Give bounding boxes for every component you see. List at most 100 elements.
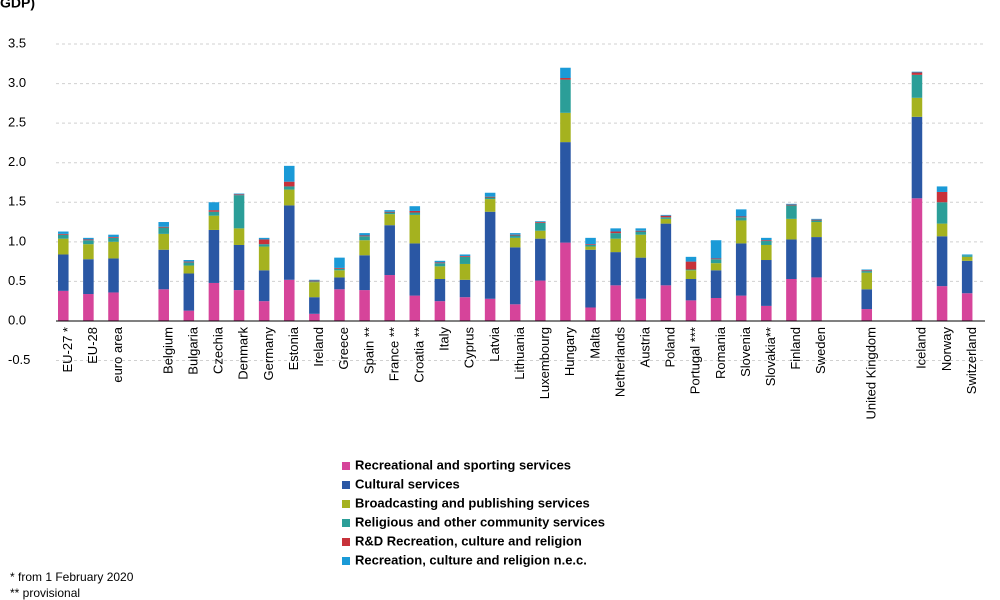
x-tick-label: Spain ** xyxy=(361,327,376,374)
bar-segment xyxy=(58,233,69,235)
bar-segment xyxy=(660,215,672,218)
bar-segment xyxy=(811,219,822,221)
bar-segment xyxy=(509,233,521,235)
bar-segment xyxy=(911,74,923,98)
bar-segment xyxy=(208,211,220,216)
bar-segment xyxy=(610,238,621,253)
bar-segment xyxy=(610,252,621,286)
bar-segment xyxy=(384,212,395,215)
bar-segment xyxy=(786,204,797,206)
bar-segment xyxy=(635,298,647,321)
bar-segment xyxy=(334,270,345,278)
bar-segment xyxy=(936,236,948,287)
bar-segment xyxy=(535,280,546,321)
bar-segment xyxy=(811,277,822,321)
legend-swatch xyxy=(342,519,350,527)
x-tick-label: Slovakia** xyxy=(763,327,778,386)
bar-segment xyxy=(710,297,722,321)
bar-segment xyxy=(585,246,596,250)
bar-segment xyxy=(183,262,195,266)
bar-segment xyxy=(334,267,345,269)
bar-segment xyxy=(811,218,822,220)
x-tick-label: Slovenia xyxy=(738,326,753,377)
legend-label: Cultural services xyxy=(355,476,460,491)
bar-segment xyxy=(735,217,747,221)
bar-segment xyxy=(685,269,697,271)
bar-segment xyxy=(409,212,421,215)
y-tick-label: 0.5 xyxy=(8,273,26,288)
bar-segment xyxy=(384,214,395,226)
bar-segment xyxy=(459,279,471,298)
bar-segment xyxy=(283,205,295,280)
bar-segment xyxy=(635,257,647,299)
bar-segment xyxy=(635,231,647,235)
bar-segment xyxy=(635,230,647,232)
bar-segment xyxy=(961,260,973,294)
bar-segment xyxy=(685,261,697,270)
legend-label: Religious and other community services xyxy=(355,514,605,529)
bar-segment xyxy=(585,307,596,321)
bar-segment xyxy=(635,228,647,231)
bar-segment xyxy=(434,260,446,263)
bar-segment xyxy=(535,221,546,223)
bar-segment xyxy=(334,289,345,321)
bar-segment xyxy=(208,229,220,283)
bar-segment xyxy=(911,97,923,117)
bar-segment xyxy=(334,268,345,271)
bar-segment xyxy=(309,280,320,282)
bar-segment xyxy=(258,270,270,302)
bar-segment xyxy=(258,239,270,245)
bar-segment xyxy=(961,254,973,256)
y-tick-label: 3.0 xyxy=(8,75,26,90)
bar-segment xyxy=(811,222,822,238)
bar-segment xyxy=(83,240,94,245)
bar-segment xyxy=(735,209,747,217)
bar-segment xyxy=(635,234,647,258)
bar-segment xyxy=(560,67,571,79)
bar-segment xyxy=(233,195,245,229)
bar-segment xyxy=(108,237,119,242)
bar-segment xyxy=(761,244,772,261)
x-tick-label: Luxembourg xyxy=(537,327,552,399)
legend-swatch xyxy=(342,557,350,565)
x-tick-label: Hungary xyxy=(562,327,577,377)
bar-segment xyxy=(409,295,421,321)
legend-label: Recreation, culture and religion n.e.c. xyxy=(355,552,587,567)
bar-segment xyxy=(735,243,747,296)
bar-segment xyxy=(158,226,169,228)
bar-segment xyxy=(309,281,320,283)
bar-segment xyxy=(359,240,370,256)
bar-segment xyxy=(208,210,220,212)
bar-segment xyxy=(334,277,345,290)
bar-segment xyxy=(183,273,195,311)
bar-segment xyxy=(233,244,245,291)
x-tick-label: EU-27 * xyxy=(60,327,75,373)
legend-swatch xyxy=(342,538,350,546)
bar-segment xyxy=(685,279,697,301)
x-tick-label: Austria xyxy=(637,326,652,367)
bar-segment xyxy=(409,243,421,296)
x-tick-label: United Kingdom xyxy=(863,327,878,420)
bar-segment xyxy=(735,220,747,244)
legend-label: R&D Recreation, culture and religion xyxy=(355,533,582,548)
bar-segment xyxy=(610,228,621,232)
bar-segment xyxy=(208,202,220,211)
bar-segment xyxy=(434,301,446,321)
bar-segment xyxy=(434,263,446,267)
legend-label: Recreational and sporting services xyxy=(355,457,571,472)
bar-segment xyxy=(509,237,521,248)
bar-segment xyxy=(861,309,873,321)
x-tick-label: Poland xyxy=(663,327,678,367)
x-tick-label: EU-28 xyxy=(85,327,100,364)
bar-segment xyxy=(283,279,295,321)
legend-label: Broadcasting and publishing services xyxy=(355,495,590,510)
bar-segment xyxy=(535,238,546,281)
bar-segment xyxy=(585,237,596,245)
bar-segment xyxy=(761,260,772,306)
x-tick-label: Greece xyxy=(336,327,351,370)
bar-segment xyxy=(158,249,169,290)
bar-segment xyxy=(710,263,722,271)
bar-segment xyxy=(359,235,370,237)
bar-segment xyxy=(309,282,320,298)
